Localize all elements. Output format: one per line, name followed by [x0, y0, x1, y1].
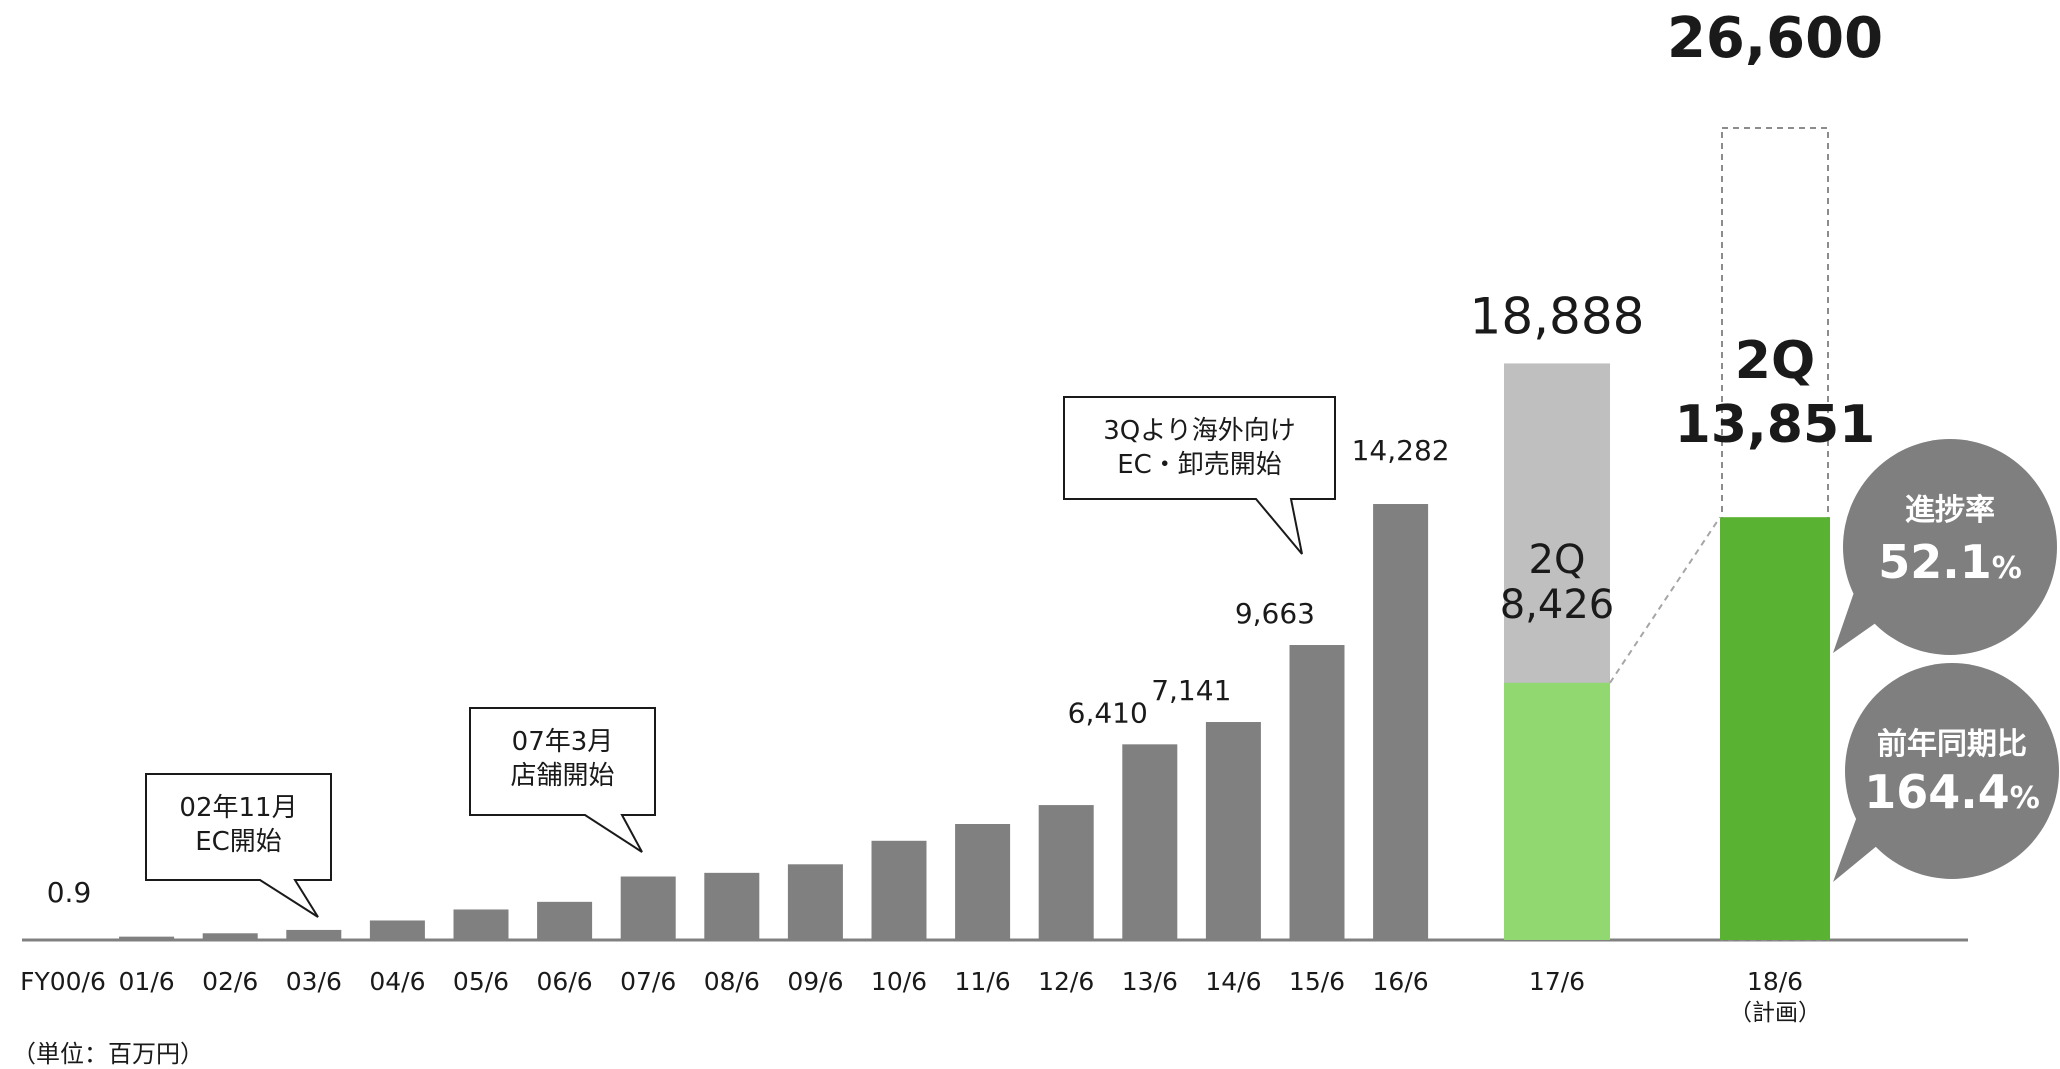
bubble-value: 52.1%	[1878, 535, 2022, 589]
fy17-2q-prefix: 2Q	[1529, 537, 1586, 583]
data-label: 14,282	[1352, 434, 1450, 467]
bubble: 進捗率 52.1%	[1833, 439, 2057, 655]
data-label: 6,410	[1068, 696, 1148, 729]
connector-line	[1609, 516, 1721, 684]
bubble-body	[1845, 663, 2059, 879]
x-tick-label: 06/6	[537, 967, 593, 996]
fy18-2q-prefix: 2Q	[1735, 331, 1815, 391]
x-tick-label: 05/6	[453, 967, 509, 996]
bar-01/6	[119, 936, 175, 940]
bar-17-2q	[1504, 682, 1610, 940]
bubble-title: 進捗率	[1905, 493, 1995, 528]
x-tick-label: 01/6	[119, 967, 175, 996]
bar-04/6	[369, 920, 425, 940]
callout-box	[145, 773, 332, 918]
x-tick-sublabel: （計画）	[1729, 1000, 1821, 1026]
bubble-title: 前年同期比	[1877, 727, 2027, 762]
bar-14/6	[1205, 722, 1261, 940]
x-tick-label: 10/6	[871, 967, 927, 996]
x-tick-label: 12/6	[1038, 967, 1094, 996]
bar-03/6	[286, 929, 342, 940]
callout-text: 3Qより海外向け	[1103, 416, 1296, 446]
data-label: 7,141	[1151, 674, 1231, 707]
data-label: 0.9	[47, 876, 92, 909]
x-tick-label: 13/6	[1122, 967, 1178, 996]
bar-02/6	[202, 933, 258, 940]
data-label: 9,663	[1235, 597, 1315, 630]
x-tick-label: 14/6	[1205, 967, 1261, 996]
callout-box	[469, 707, 656, 853]
unit-note: （単位：百万円）	[12, 1040, 204, 1068]
bar-16/6	[1373, 504, 1429, 940]
callout-text: 02年11月	[179, 793, 297, 823]
bars-layer	[35, 504, 1429, 940]
callout-text: EC・卸売開始	[1117, 450, 1282, 480]
callout-text: EC開始	[195, 827, 282, 857]
bubble-body	[1843, 439, 2057, 655]
bar-07/6	[620, 876, 676, 940]
x-tick-label: 15/6	[1289, 967, 1345, 996]
bar-12/6	[1038, 805, 1094, 940]
bar-15/6	[1289, 645, 1345, 940]
x-tick-label: 04/6	[369, 967, 425, 996]
x-tick-label: 08/6	[704, 967, 760, 996]
x-tick-labels: FY00/6 01/6 02/6 03/6 04/6 05/6 06/6 07/6 08/6 09…	[20, 967, 1429, 996]
bar-11/6	[955, 824, 1011, 940]
callout-text: 07年3月	[512, 727, 614, 757]
x-tick-label: 02/6	[202, 967, 258, 996]
fy18-2q-label: 13,851	[1675, 395, 1876, 455]
x-tick-label: 07/6	[620, 967, 676, 996]
bar-13/6	[1122, 744, 1178, 940]
bar-18-2q	[1720, 517, 1830, 940]
x-tick-label: 03/6	[286, 967, 342, 996]
bar-06/6	[537, 901, 593, 940]
callout-text: 店舗開始	[510, 761, 614, 791]
x-tick-label: 09/6	[787, 967, 843, 996]
bar-05/6	[453, 909, 509, 940]
bar-08/6	[704, 872, 760, 940]
x-tick-label: 11/6	[955, 967, 1011, 996]
bubble-value: 164.4%	[1864, 765, 2040, 819]
fy18-plan-label: 26,600	[1667, 6, 1883, 71]
x-tick-label: FY00/6	[20, 967, 106, 996]
bar-09/6	[787, 864, 843, 940]
x-tick-label: 16/6	[1373, 967, 1429, 996]
fy17-2q-label: 8,426	[1500, 582, 1615, 628]
x-tick-label: 18/6	[1747, 967, 1803, 996]
callout-box	[1063, 396, 1336, 555]
fy17-total-label: 18,888	[1470, 287, 1645, 345]
x-tick-label: 17/6	[1529, 967, 1585, 996]
bar-10/6	[871, 840, 927, 940]
